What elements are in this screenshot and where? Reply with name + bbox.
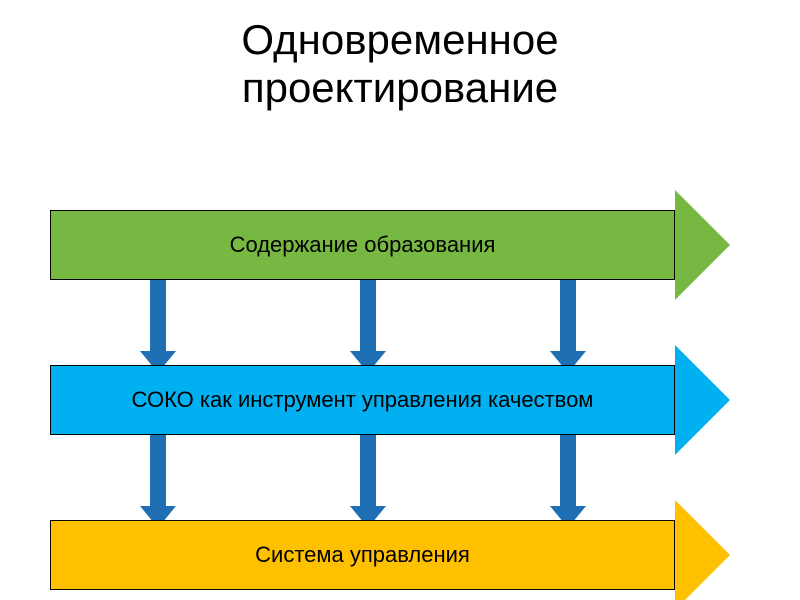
process-arrow-label: Содержание образования bbox=[230, 232, 496, 257]
process-arrow-2: СОКО как инструмент управления качеством bbox=[50, 345, 730, 455]
process-arrow-1: Содержание образования bbox=[50, 190, 730, 300]
slide: Одновременное проектирование bbox=[0, 0, 800, 600]
arrow-right-icon bbox=[675, 190, 730, 300]
process-arrow-label: СОКО как инструмент управления качеством bbox=[132, 387, 594, 412]
slide-title: Одновременное проектирование bbox=[0, 16, 800, 113]
title-line-2: проектирование bbox=[242, 64, 558, 111]
diagram-container: Содержание образования СОКО как инструме… bbox=[50, 155, 750, 575]
process-arrow-shaft: Содержание образования bbox=[50, 210, 675, 280]
process-arrow-label: Система управления bbox=[255, 542, 470, 567]
arrow-right-icon bbox=[675, 345, 730, 455]
process-arrow-shaft: СОКО как инструмент управления качеством bbox=[50, 365, 675, 435]
process-arrow-3: Система управления bbox=[50, 500, 730, 600]
title-line-1: Одновременное bbox=[241, 16, 558, 63]
process-arrow-shaft: Система управления bbox=[50, 520, 675, 590]
arrow-right-icon bbox=[675, 500, 730, 600]
